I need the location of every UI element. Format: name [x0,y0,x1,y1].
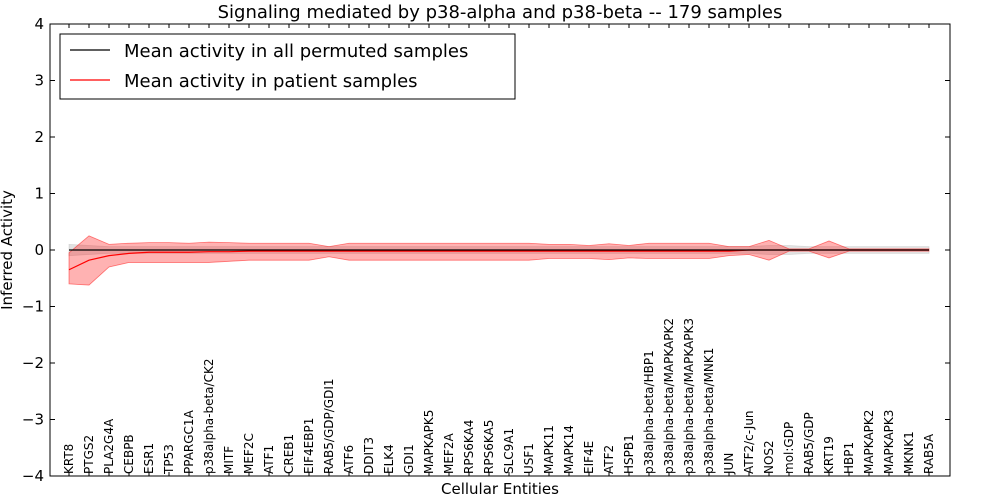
x-tick-label: p38alpha-beta/MNK1 [702,348,716,474]
x-tick-label: MEF2C [242,433,256,474]
x-tick-label: KRT19 [822,436,836,474]
x-tick-label: MAPK14 [562,425,576,474]
legend-box [59,33,516,100]
x-tick-label: RAB5/GDP [802,412,816,474]
x-tick-label: DDIT3 [362,437,376,474]
x-tick-label: p38alpha-beta/MAPKAPK3 [682,318,696,474]
x-tick-label: RPS6KA4 [462,420,476,474]
x-tick-label: CREB1 [282,434,296,474]
y-axis-label: Inferred Activity [0,190,16,310]
x-tick-label: JUN [722,453,736,475]
y-tick-label: −1 [22,298,44,316]
y-tick-label: 0 [34,241,44,259]
y-tick-label: −3 [22,411,44,429]
x-tick-label: p38alpha-beta/HBP1 [642,350,656,474]
x-tick-label: NOS2 [762,440,776,474]
x-tick-label: PTGS2 [82,435,96,474]
x-tick-label: ELK4 [382,444,396,474]
x-tick-label: p38alpha-beta/CK2 [202,359,216,474]
legend: Mean activity in all permuted samples Me… [59,33,516,100]
x-tick-label: TP53 [162,444,176,475]
x-tick-label: SLC9A1 [502,428,516,474]
x-tick-label: MAPK11 [542,425,556,474]
x-tick-label: RAB5/GDP/GDI1 [322,378,336,474]
x-tick-label: RPS6KA5 [482,420,496,474]
y-tick-label: 1 [34,185,44,203]
x-tick-label: HBP1 [842,442,856,474]
y-tick-label: −2 [22,354,44,372]
x-tick-label: MAPKAPK2 [862,410,876,474]
x-tick-label: ESR1 [142,443,156,474]
x-tick-label: MITF [222,446,236,474]
x-tick-label: mol:GDP [782,422,796,474]
x-tick-label: GDI1 [402,444,416,474]
x-axis-ticks: KRT8 PTGS2 PLA2G4A CEBPB ESR1 TP53 PPARGC1A p38… [62,24,936,476]
x-tick-label: ATF2 [602,445,616,474]
y-tick-label: −4 [22,467,44,485]
x-tick-label: EIF4E [582,441,596,474]
x-tick-label: HSPB1 [622,434,636,474]
legend-label-permuted: Mean activity in all permuted samples [124,41,468,62]
x-tick-label: MEF2A [442,433,456,474]
patient-band [68,235,930,286]
x-tick-label: EIF4EBP1 [302,418,316,474]
x-tick-label: CEBPB [122,434,136,474]
x-tick-label: ATF6 [342,445,356,474]
x-tick-label: KRT8 [62,444,76,474]
x-tick-label: p38alpha-beta/MAPKAPK2 [662,318,676,474]
x-tick-label: MAPKAPK3 [882,410,896,474]
y-tick-label: 3 [34,72,44,90]
series-lines [68,249,929,271]
x-axis-label: Cellular Entities [441,480,559,498]
x-tick-label: PPARGC1A [182,409,196,474]
y-tick-label: 4 [34,15,44,33]
chart-title: Signaling mediated by p38-alpha and p38-… [218,2,783,23]
x-tick-label: MKNK1 [902,431,916,474]
x-tick-label: PLA2G4A [102,418,116,474]
x-tick-label: MAPKAPK5 [422,410,436,474]
x-tick-label: USF1 [522,443,536,474]
legend-label-patient: Mean activity in patient samples [124,71,418,92]
y-tick-label: 2 [34,128,44,146]
x-tick-label: ATF2/c-Jun [742,410,756,474]
x-tick-label: RAB5A [922,433,936,474]
y-axis-ticks: −4 −3 −2 −1 0 1 2 3 4 [22,15,950,485]
x-tick-label: ATF1 [262,445,276,474]
